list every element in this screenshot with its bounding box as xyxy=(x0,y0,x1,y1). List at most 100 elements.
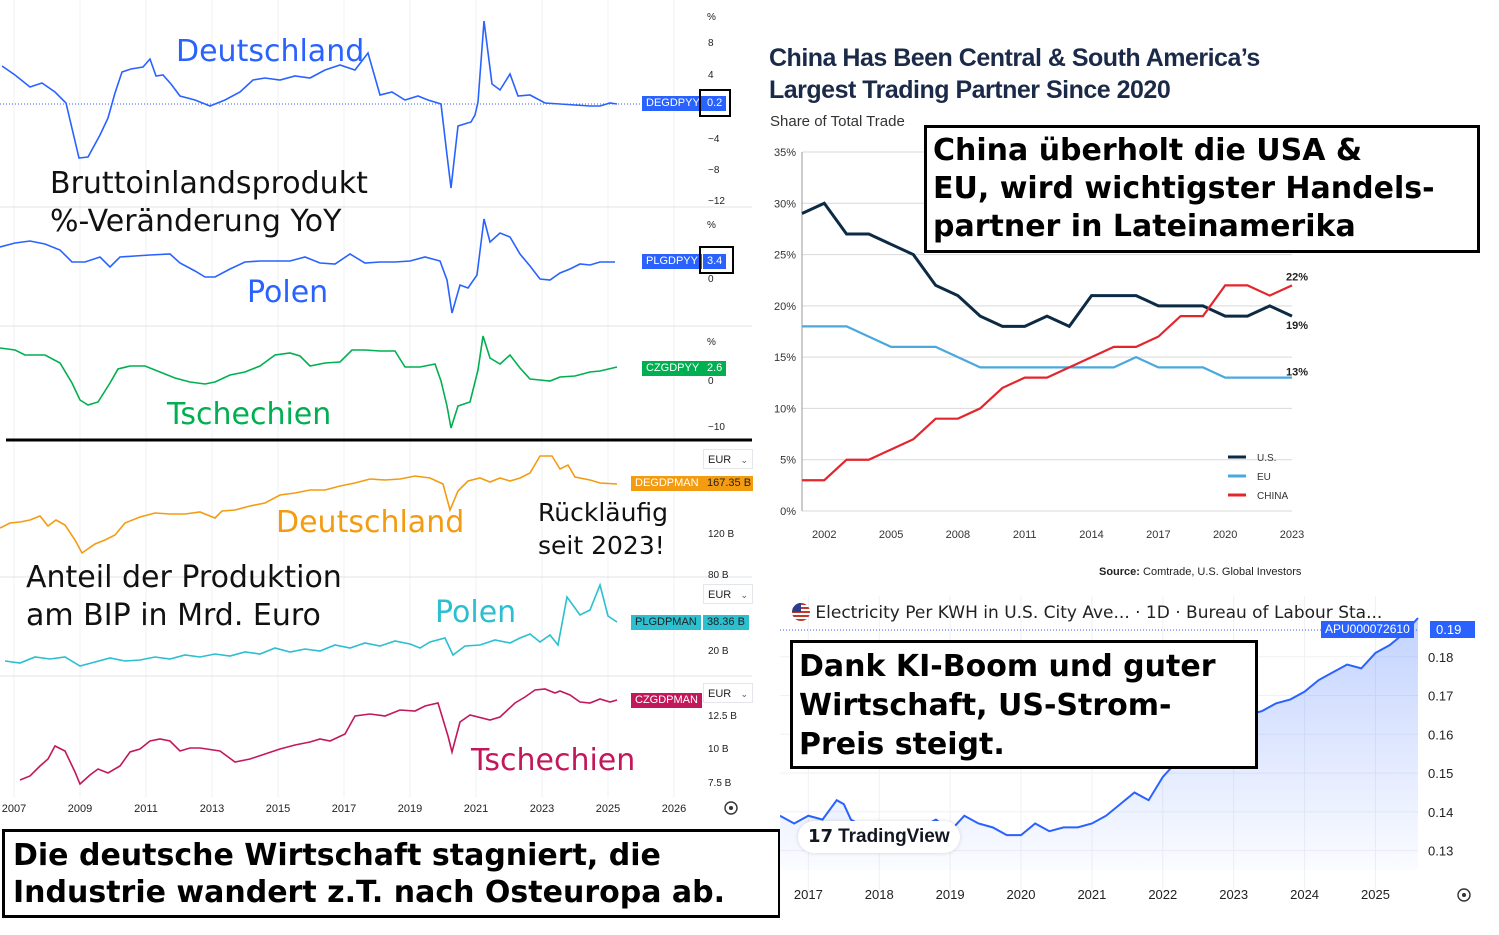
pl-gdp-label: Polen xyxy=(247,275,329,310)
elec-y-tick: 0.15 xyxy=(1428,766,1453,781)
electricity-chart-title[interactable]: Electricity Per KWH in U.S. City Ave... … xyxy=(792,603,1382,623)
chevron-down-icon: ⌄ xyxy=(740,455,748,465)
china-series-china-line xyxy=(802,284,1293,482)
china-y-tick: 35% xyxy=(774,147,796,159)
elec-settings-gear-icon-center xyxy=(1462,893,1466,897)
cz-gdp-label: Tschechien xyxy=(167,397,332,432)
de-gdp-axis-unit: % xyxy=(707,12,716,23)
man-annotation-line2: am BIP in Mrd. Euro xyxy=(26,598,321,633)
china-legend-label: U.S. xyxy=(1257,453,1276,464)
elec-x-tick: 2022 xyxy=(1148,887,1177,902)
axis-tick: 12.5 B xyxy=(708,711,737,722)
pl-man-series-tag[interactable]: PLGDPMAN xyxy=(631,615,701,630)
de-gdp-value-tag: 0.2 xyxy=(703,96,727,111)
currency-label: EUR xyxy=(708,589,732,601)
elec-y-tick: 0.14 xyxy=(1428,805,1453,820)
settings-gear-icon[interactable] xyxy=(724,801,738,815)
decline-note-line2: seit 2023! xyxy=(538,531,665,560)
x-tick-label: 2009 xyxy=(68,803,92,815)
electricity-note-line2: Wirtschaft, US-Strom- xyxy=(799,688,1172,723)
china-chart-title-line2: Largest Trading Partner Since 2020 xyxy=(769,76,1171,104)
left-chart-area: 2007 2009 2011 2013 2015 2017 2019 2021 2023 2025… xyxy=(0,0,781,918)
china-x-tick: 2020 xyxy=(1213,529,1237,541)
china-y-tick: 5% xyxy=(780,455,796,467)
elec-y-tick: 0.16 xyxy=(1428,727,1453,742)
pl-man-currency-select[interactable]: EUR ⌄ xyxy=(703,584,753,604)
gdp-annotation-line2: %-Veränderung YoY xyxy=(50,204,342,239)
china-y-tick: 30% xyxy=(774,198,796,210)
china-y-tick: 20% xyxy=(774,301,796,313)
elec-x-tick: 2021 xyxy=(1077,887,1106,902)
axis-tick: 20 B xyxy=(708,646,729,657)
de-gdp-series-tag[interactable]: DEGDPYY xyxy=(642,96,704,111)
elec-x-tick: 2019 xyxy=(936,887,965,902)
elec-x-tick: 2017 xyxy=(794,887,823,902)
axis-tick: 80 B xyxy=(708,570,729,581)
electricity-title-text: Electricity Per KWH in U.S. City Ave... … xyxy=(815,603,1383,623)
de-man-currency-select[interactable]: EUR ⌄ xyxy=(703,449,753,469)
electricity-series-tag[interactable]: APU000072610 xyxy=(1321,621,1414,638)
x-tick-label: 2026 xyxy=(662,803,686,815)
de-gdp-value-highlight xyxy=(699,89,731,117)
china-x-tick: 2011 xyxy=(1013,529,1037,541)
elec-x-tick: 2020 xyxy=(1007,887,1036,902)
currency-label: EUR xyxy=(708,454,732,466)
china-trade-panel: China Has Been Central & South America’s… xyxy=(760,0,1499,590)
axis-tick: −8 xyxy=(708,165,720,176)
china-note-box: China überholt die USA & EU, wird wichti… xyxy=(924,125,1480,253)
axis-tick: −4 xyxy=(708,134,720,145)
china-y-tick: 15% xyxy=(774,352,796,364)
pl-manufacturing-line xyxy=(4,582,618,667)
currency-label: EUR xyxy=(708,688,732,700)
left-caption-box: Die deutsche Wirtschaft stagniert, die I… xyxy=(2,829,781,918)
tradingview-logo[interactable]: 𝟭𝟳 TradingView xyxy=(798,821,960,853)
cz-man-currency-select[interactable]: EUR ⌄ xyxy=(703,683,753,703)
axis-tick: 8 xyxy=(708,38,714,49)
left-vertical-grid xyxy=(13,0,675,798)
cz-gdp-yoy-line xyxy=(0,335,618,429)
pl-gdp-value-tag: 3.4 xyxy=(703,254,727,269)
x-tick-label: 2019 xyxy=(398,803,422,815)
de-man-value-tag: 167.35 B xyxy=(703,476,753,491)
gdp-annotation-line1: Bruttoinlandsprodukt xyxy=(50,166,368,201)
china-x-tick: 2002 xyxy=(812,529,836,541)
de-gdp-yoy-line xyxy=(1,20,618,189)
axis-tick: −12 xyxy=(708,196,725,207)
china-end-label-china: 22% xyxy=(1286,271,1308,283)
china-x-tick: 2005 xyxy=(879,529,903,541)
china-source: Source: Comtrade, U.S. Global Investors xyxy=(1099,566,1301,578)
china-y-tick: 0% xyxy=(780,506,796,518)
china-chart-title-line1: China Has Been Central & South America’s xyxy=(769,44,1260,72)
electricity-panel: 0.13 0.14 0.15 0.16 0.17 0.18 2017 2018 2019 2020… xyxy=(780,596,1499,935)
cz-gdp-series-tag[interactable]: CZGDPYY xyxy=(642,361,704,376)
de-man-label: Deutschland xyxy=(276,505,465,540)
cz-man-label: Tschechien xyxy=(471,743,636,778)
tradingview-logo-icon: 𝟭𝟳 xyxy=(808,826,839,846)
axis-tick: 0 xyxy=(708,274,714,285)
china-legend-label: CHINA xyxy=(1257,491,1288,502)
china-y-tick: 10% xyxy=(774,403,796,415)
man-annotation-line1: Anteil der Produktion xyxy=(26,560,342,595)
cz-man-series-tag[interactable]: CZGDPMAN xyxy=(631,693,702,708)
left-chart-svg: 2007 2009 2011 2013 2015 2017 2019 2021 2023 2025… xyxy=(0,0,752,815)
chevron-down-icon: ⌄ xyxy=(740,689,748,699)
pl-gdp-axis-unit: % xyxy=(707,220,716,231)
caption-line2: Industrie wandert z.T. nach Osteuropa ab… xyxy=(13,875,726,910)
tradingview-logo-text: TradingView xyxy=(838,826,950,847)
pl-man-value-tag: 38.36 B xyxy=(703,615,749,630)
elec-settings-gear-icon xyxy=(1457,888,1471,902)
x-tick-label: 2025 xyxy=(596,803,620,815)
china-note-line3: partner in Lateinamerika xyxy=(933,209,1356,244)
china-series-eu-line xyxy=(802,325,1292,379)
de-man-series-tag[interactable]: DEGDPMAN xyxy=(631,476,703,491)
elec-area-fill xyxy=(780,618,1418,870)
china-x-tick: 2014 xyxy=(1079,529,1103,541)
electricity-last-value: 0.19 xyxy=(1430,621,1475,638)
pl-gdp-series-tag[interactable]: PLGDPYY xyxy=(642,254,702,269)
settings-gear-icon-center xyxy=(729,806,733,810)
elec-y-tick: 0.17 xyxy=(1428,689,1453,704)
de-manufacturing-line xyxy=(0,455,618,555)
left-x-axis: 2007 2009 2011 2013 2015 2017 2019 2021 2023 2025… xyxy=(2,803,686,815)
x-tick-label: 2013 xyxy=(200,803,224,815)
china-series-us-line xyxy=(801,201,1293,329)
